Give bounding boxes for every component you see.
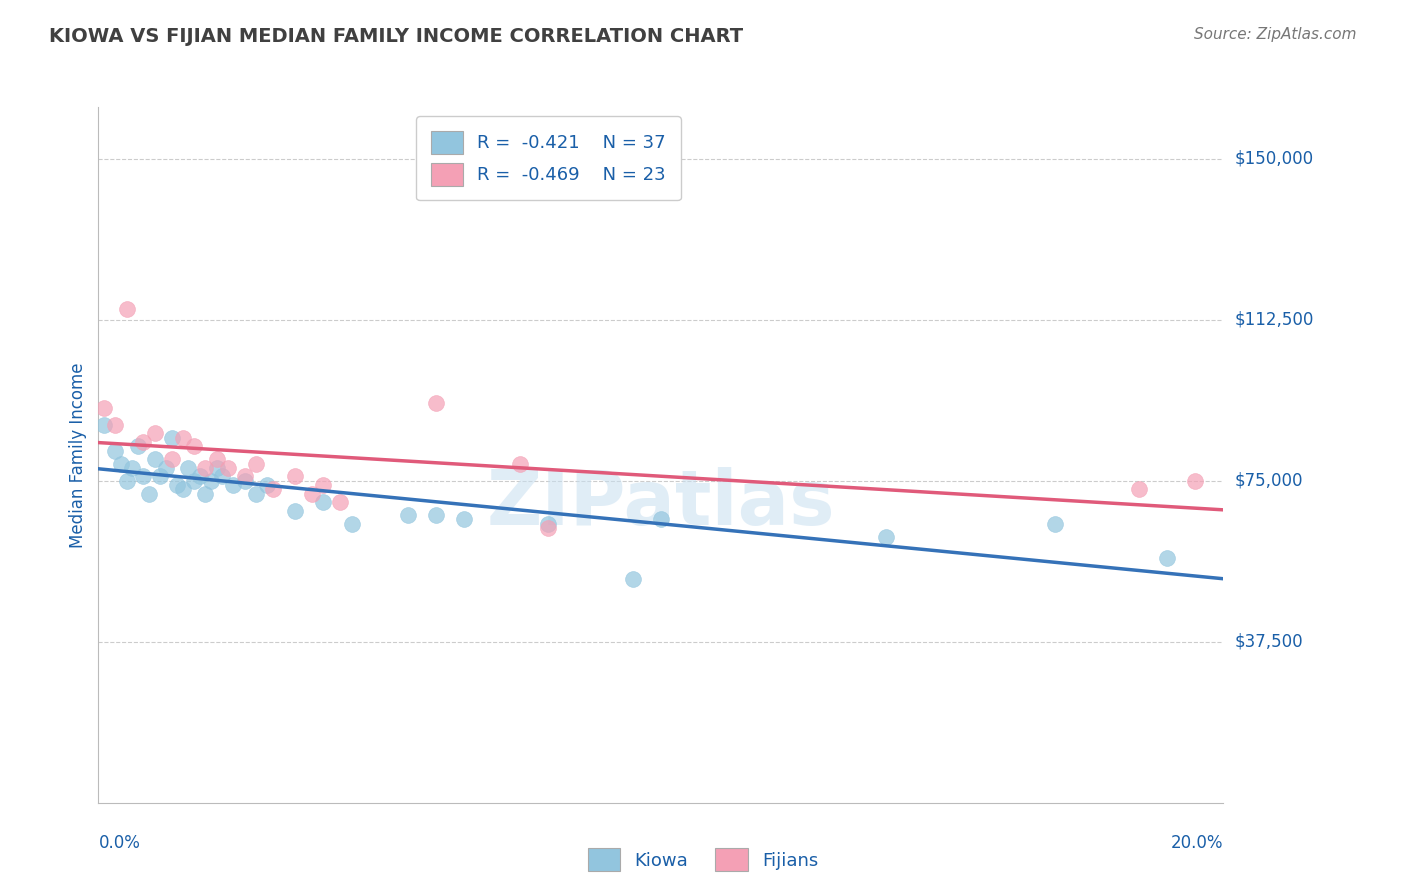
Point bbox=[1184, 474, 1206, 488]
Point bbox=[121, 460, 143, 475]
Y-axis label: Median Family Income: Median Family Income bbox=[69, 362, 87, 548]
Point bbox=[262, 483, 284, 497]
Point bbox=[621, 573, 644, 587]
Point bbox=[1156, 551, 1178, 566]
Point bbox=[132, 435, 155, 450]
Text: 0.0%: 0.0% bbox=[98, 834, 141, 852]
Point bbox=[183, 439, 205, 453]
Point bbox=[509, 457, 531, 471]
Text: $75,000: $75,000 bbox=[1234, 472, 1303, 490]
Point bbox=[396, 508, 419, 522]
Point bbox=[425, 508, 447, 522]
Point bbox=[138, 486, 160, 500]
Point bbox=[537, 516, 560, 531]
Point bbox=[650, 512, 672, 526]
Point bbox=[453, 512, 475, 526]
Point bbox=[205, 452, 228, 467]
Point bbox=[149, 469, 172, 483]
Point bbox=[172, 431, 194, 445]
Point bbox=[143, 452, 166, 467]
Point bbox=[245, 457, 267, 471]
Text: $112,500: $112,500 bbox=[1234, 310, 1313, 328]
Point bbox=[143, 426, 166, 441]
Point bbox=[329, 495, 352, 509]
Point bbox=[160, 431, 183, 445]
Point bbox=[115, 301, 138, 316]
Point bbox=[233, 469, 256, 483]
Legend: R =  -0.421    N = 37, R =  -0.469    N = 23: R = -0.421 N = 37, R = -0.469 N = 23 bbox=[416, 116, 681, 201]
Point bbox=[127, 439, 149, 453]
Point bbox=[312, 478, 335, 492]
Point bbox=[172, 483, 194, 497]
Point bbox=[194, 460, 217, 475]
Point bbox=[1128, 483, 1150, 497]
Text: $37,500: $37,500 bbox=[1234, 632, 1303, 651]
Point bbox=[256, 478, 278, 492]
Point bbox=[217, 460, 239, 475]
Text: 20.0%: 20.0% bbox=[1171, 834, 1223, 852]
Point bbox=[115, 474, 138, 488]
Point bbox=[312, 495, 335, 509]
Point bbox=[110, 457, 132, 471]
Point bbox=[132, 469, 155, 483]
Text: $150,000: $150,000 bbox=[1234, 150, 1313, 168]
Point bbox=[104, 417, 127, 432]
Legend: Kiowa, Fijians: Kiowa, Fijians bbox=[581, 841, 825, 879]
Point bbox=[194, 486, 217, 500]
Text: Source: ZipAtlas.com: Source: ZipAtlas.com bbox=[1194, 27, 1357, 42]
Point bbox=[205, 460, 228, 475]
Point bbox=[211, 469, 233, 483]
Point bbox=[166, 478, 188, 492]
Point bbox=[284, 504, 307, 518]
Point bbox=[183, 474, 205, 488]
Point bbox=[875, 529, 897, 543]
Point bbox=[222, 478, 245, 492]
Point bbox=[93, 401, 115, 415]
Text: ZIPatlas: ZIPatlas bbox=[486, 467, 835, 541]
Point bbox=[425, 396, 447, 410]
Point bbox=[200, 474, 222, 488]
Point bbox=[284, 469, 307, 483]
Point bbox=[340, 516, 363, 531]
Point bbox=[104, 443, 127, 458]
Point bbox=[188, 469, 211, 483]
Point bbox=[537, 521, 560, 535]
Point bbox=[245, 486, 267, 500]
Point bbox=[93, 417, 115, 432]
Point bbox=[233, 474, 256, 488]
Point bbox=[155, 460, 177, 475]
Point bbox=[1043, 516, 1066, 531]
Point bbox=[177, 460, 200, 475]
Text: KIOWA VS FIJIAN MEDIAN FAMILY INCOME CORRELATION CHART: KIOWA VS FIJIAN MEDIAN FAMILY INCOME COR… bbox=[49, 27, 744, 45]
Point bbox=[160, 452, 183, 467]
Point bbox=[301, 486, 323, 500]
